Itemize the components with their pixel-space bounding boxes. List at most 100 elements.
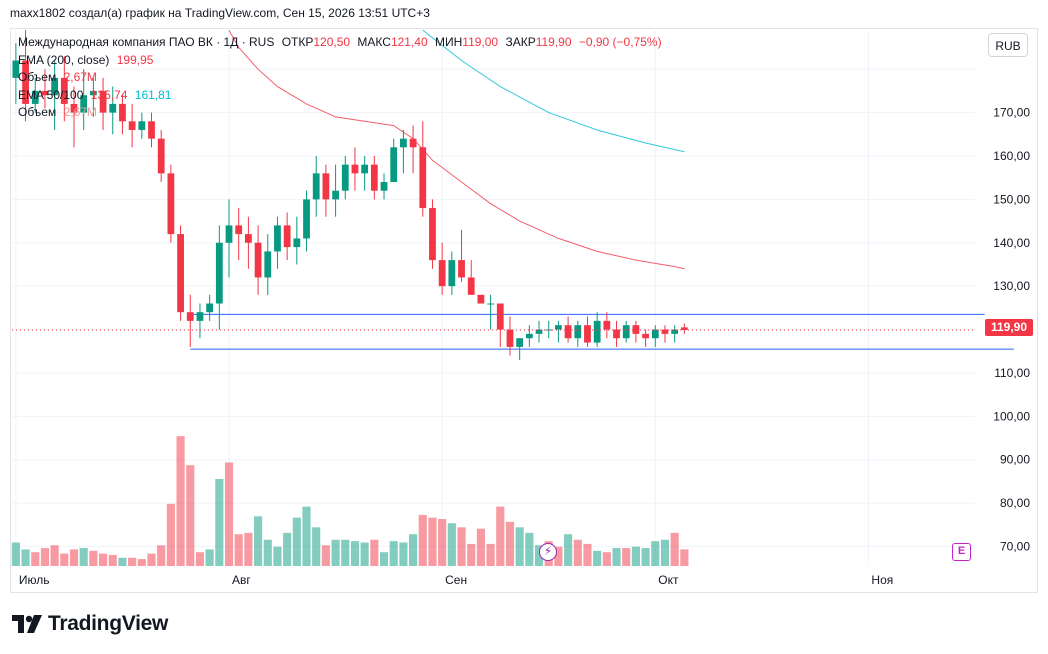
legend-volume-row-2[interactable]: Объем 2,67M: [18, 105, 101, 119]
volume-bar: [89, 550, 98, 566]
candle-body: [41, 90, 49, 96]
candle-body: [225, 225, 233, 243]
candle-body: [167, 173, 175, 235]
candle: [506, 316, 514, 356]
volume-bar: [370, 539, 379, 566]
candle-body: [370, 164, 378, 191]
volume-bar: [525, 532, 534, 566]
volume-bars: [11, 436, 689, 566]
candle-body: [51, 77, 59, 96]
volume-bar: [302, 506, 311, 566]
candle: [632, 320, 640, 343]
candle-body: [274, 225, 281, 252]
candle-body: [31, 90, 39, 104]
candle-body: [671, 329, 679, 334]
candle: [80, 69, 88, 130]
chart-attribution: maxx1802 создал(а) график на TradingView…: [10, 6, 430, 20]
candle-body: [361, 164, 369, 174]
volume-bar: [554, 546, 563, 566]
legend-volume-row-1[interactable]: Объем 2,67M: [18, 70, 101, 84]
currency-button[interactable]: RUB: [988, 33, 1028, 57]
candle-body: [419, 147, 427, 209]
candle: [225, 199, 233, 278]
symbol-name[interactable]: Международная компания ПАО ВК · 1Д · RUS: [18, 35, 275, 49]
volume-bar: [418, 514, 427, 566]
candle: [196, 303, 204, 339]
volume-bar: [40, 548, 50, 566]
candle-body: [564, 325, 572, 339]
candle-body: [603, 320, 611, 330]
candle: [99, 77, 107, 130]
candle: [613, 320, 620, 347]
candle-body: [409, 138, 417, 148]
volume-bar: [176, 436, 185, 566]
candle: [642, 329, 649, 347]
candle-body: [206, 303, 214, 313]
y-tick-label: 110,00: [994, 366, 1030, 380]
volume-bar: [31, 552, 40, 566]
calendar-e-icon[interactable]: E: [952, 543, 971, 561]
volume-bar: [137, 559, 146, 566]
candle-body: [390, 147, 398, 183]
volume-bar: [360, 542, 369, 566]
candle: [60, 56, 68, 122]
grid-lines: [12, 28, 975, 566]
candle-body: [429, 208, 436, 261]
candle-body: [380, 182, 388, 191]
x-axis-ticks: Июль Авг Сен Окт Ноя: [19, 573, 893, 587]
legend-ema200-row[interactable]: EMA (200, close) 199,95: [18, 53, 157, 67]
volume-bar: [69, 549, 79, 566]
y-tick-label: 100,00: [993, 409, 1030, 423]
tradingview-logo[interactable]: TradingView: [12, 612, 168, 636]
candle-body: [157, 138, 165, 174]
candle: [177, 225, 184, 321]
volume-bar: [438, 519, 447, 566]
candle: [274, 216, 281, 269]
volume-bar: [447, 523, 456, 566]
volume-bar: [166, 503, 175, 566]
candle: [254, 225, 262, 295]
tradingview-logo-icon: [12, 615, 42, 633]
candle-body: [593, 320, 601, 343]
ema100-value: 161,81: [134, 88, 172, 102]
candle-body: [661, 329, 669, 334]
candle: [31, 77, 39, 113]
candle-body: [680, 327, 688, 330]
candle: [244, 216, 252, 269]
volume-bar: [312, 527, 321, 566]
candle: [361, 155, 369, 191]
volume-bar: [11, 542, 20, 566]
candle-body: [438, 260, 446, 287]
candle-body: [264, 251, 272, 278]
flash-icon[interactable]: ⚡: [539, 543, 557, 561]
volume-bar: [292, 517, 301, 566]
candle-body: [70, 103, 78, 113]
legend-ema-pair-row[interactable]: EMA 50/100 135,74 161,81: [18, 88, 175, 102]
volume-bar: [195, 552, 205, 566]
candle-body: [477, 294, 485, 304]
volume-bar: [128, 557, 137, 566]
candle-body: [574, 325, 582, 339]
price-chart[interactable]: 170,00 160,00 150,00 140,00 130,00 110,00 100,…: [0, 0, 1048, 600]
candle-body: [642, 333, 649, 339]
candle-body: [254, 242, 262, 278]
ema-pair-label: EMA 50/100: [18, 88, 84, 102]
candles: [12, 30, 688, 360]
candle: [574, 320, 582, 347]
change-value: −0,90 (−0,75%): [578, 35, 662, 49]
x-tick-label: Окт: [658, 573, 679, 587]
y-tick-label: 130,00: [993, 279, 1030, 293]
candle: [661, 325, 669, 343]
volume-bar: [602, 552, 611, 566]
volume-bar: [244, 532, 253, 566]
volume-bar: [215, 479, 224, 566]
candle-body: [448, 260, 456, 287]
candle: [70, 86, 78, 148]
x-tick-label: Сен: [445, 573, 467, 587]
candle: [496, 303, 504, 347]
candle-body: [632, 325, 640, 334]
volume-bar: [583, 543, 592, 566]
ema200-value: 199,95: [116, 53, 154, 67]
y-tick-label: 140,00: [993, 236, 1030, 250]
candle-body: [244, 234, 252, 243]
